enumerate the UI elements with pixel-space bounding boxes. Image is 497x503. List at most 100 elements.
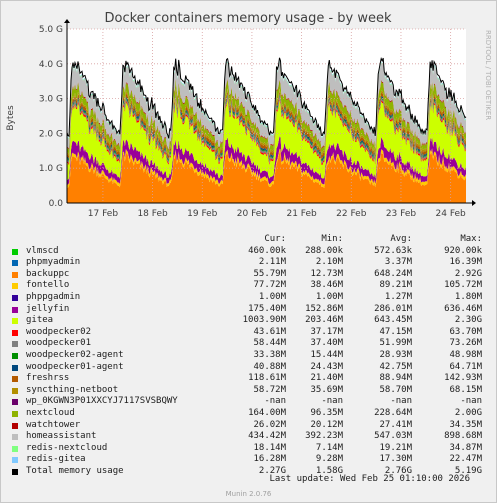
x-tick-label: 23 Feb: [386, 209, 417, 219]
area-backuppc: [67, 151, 466, 203]
legend-min: 37.40M: [310, 338, 343, 349]
x-axis-arrow: [472, 200, 476, 206]
legend-series-name: redis-gitea: [26, 454, 86, 465]
total-line: [66, 57, 467, 139]
legend-cur: 16.28M: [253, 454, 286, 465]
legend-max: 2.00G: [454, 407, 482, 418]
legend-series-name: syncthing-netboot: [26, 384, 119, 395]
gridlines: [67, 28, 466, 203]
legend-series-name: jellyfin: [26, 303, 70, 314]
legend-avg: 228.64M: [374, 407, 412, 418]
legend-swatch: [12, 434, 18, 441]
axes: [64, 19, 476, 206]
legend-series-name: backuppc: [26, 268, 70, 279]
legend-avg: 89.21M: [379, 280, 412, 291]
last-update: Last update: Wed Feb 25 01:10:00 2026: [269, 474, 470, 484]
legend-min: 24.43M: [310, 361, 343, 372]
legend-series-name: watchtower: [26, 419, 81, 430]
legend-cur: 175.40M: [248, 303, 286, 314]
legend-row: nextcloud 164.00M 96.35M 228.64M 2.00G: [12, 408, 482, 420]
legend-min: 2.10M: [315, 257, 343, 268]
legend-series-name: fontello: [26, 280, 70, 291]
legend-row: woodpecker01 58.44M 37.40M 51.99M 73.26M: [12, 338, 482, 350]
y-tick-labels: 0.0 1.0 G 2.0 G 3.0 G 4.0 G 5.0 G: [39, 25, 63, 209]
chart-title: Docker containers memory usage - by week: [104, 11, 391, 26]
legend-swatch: [12, 376, 18, 383]
legend-avg: 27.41M: [379, 419, 412, 430]
legend-row: syncthing-netboot 58.72M 35.69M 58.70M 68.15…: [12, 385, 482, 397]
legend-cur: 43.61M: [253, 326, 286, 337]
legend-series-name: vlmscd: [26, 245, 59, 256]
legend-row: phppgadmin 1.00M 1.00M 1.27M 1.80M: [12, 292, 482, 304]
legend-cur: 55.79M: [253, 268, 286, 279]
legend-avg: 17.30M: [379, 454, 412, 465]
legend-series-name: phpmyadmin: [26, 257, 81, 268]
legend-series-name: nextcloud: [26, 407, 75, 418]
legend-max: 22.47M: [449, 454, 482, 465]
legend-avg: 28.93M: [379, 349, 412, 360]
y-tick-label: 2.0 G: [39, 129, 63, 139]
legend-avg: 286.01M: [374, 303, 412, 314]
legend-cur: -nan: [264, 396, 286, 407]
legend-series-name: freshrss: [26, 373, 70, 384]
legend-min: 21.40M: [310, 373, 343, 384]
legend-min: 392.23M: [305, 431, 343, 442]
legend-header: Cur: Min: Avg: Max:: [12, 234, 482, 246]
x-tick-labels: 17 Feb 18 Feb 19 Feb 20 Feb 21 Feb 22 Feb 23 F…: [88, 209, 466, 219]
legend-swatch: [12, 248, 18, 255]
y-tick-label: 4.0 G: [39, 60, 63, 70]
y-tick-label: 5.0 G: [39, 25, 63, 35]
legend-row: vlmscd 460.00k 288.00k 572.63k 920.00k: [12, 246, 482, 258]
x-tick-label: 22 Feb: [336, 209, 367, 219]
legend-avg: -nan: [390, 396, 412, 407]
munin-version: Munin 2.0.76: [225, 490, 272, 498]
legend-row: woodpecker02 43.61M 37.17M 47.15M 63.70M: [12, 327, 482, 339]
legend-avg: 19.21M: [379, 442, 412, 453]
area-nextcloud: [67, 79, 466, 155]
legend-row: gitea 1003.90M 203.46M 643.45M 2.30G: [12, 315, 482, 327]
legend-row: watchtower 26.02M 20.12M 27.41M 34.35M: [12, 420, 482, 432]
legend-series-name: gitea: [26, 315, 54, 326]
legend-swatch: [12, 457, 18, 464]
x-tick-label: 21 Feb: [286, 209, 317, 219]
legend-min: 203.46M: [305, 315, 343, 326]
area-woodpecker01-agent: [67, 93, 466, 161]
legend-cur: 77.72M: [253, 280, 286, 291]
area-watchtower: [67, 78, 466, 151]
col-avg-header: Avg:: [390, 234, 412, 244]
legend-max: 2.92G: [454, 268, 482, 279]
x-tick-label: 24 Feb: [436, 209, 467, 219]
legend-series-name: phppgadmin: [26, 291, 81, 302]
legend-cur: 118.61M: [248, 373, 286, 384]
legend-avg: 47.15M: [379, 326, 412, 337]
legend-row: redis-nextcloud 18.14M 7.14M 19.21M 34.87M: [12, 443, 482, 455]
legend-avg: 648.24M: [374, 268, 412, 279]
legend-series-name: woodpecker01-agent: [26, 361, 124, 372]
legend-series-name: homeassistant: [26, 431, 97, 442]
legend-row: Total memory usage 2.27G 1.58G 2.76G 5.19G: [12, 466, 482, 478]
area-fontello: [67, 148, 466, 188]
y-axis-label: Bytes: [6, 105, 16, 131]
area-gitea: [67, 99, 466, 181]
legend-min: 152.86M: [305, 303, 343, 314]
legend-max: 142.93M: [444, 373, 482, 384]
legend-max: -nan: [460, 396, 482, 407]
legend-series-name: woodpecker02: [26, 326, 92, 337]
legend-row: woodpecker02-agent 33.38M 15.44M 28.93M 48.9…: [12, 350, 482, 362]
legend-max: 34.87M: [449, 442, 482, 453]
col-cur-header: Cur:: [264, 234, 286, 244]
legend-swatch: [12, 271, 18, 278]
x-tick-label: 18 Feb: [137, 209, 168, 219]
legend-max: 105.72M: [444, 280, 482, 291]
legend-swatch: [12, 410, 18, 417]
col-max-header: Max:: [460, 234, 482, 244]
legend-cur: 1003.90M: [242, 315, 286, 326]
legend-cur: 2.11M: [258, 257, 286, 268]
legend-series-name: wp_0KGWN3P01XXCYJ7117SVSBQWY: [26, 396, 178, 407]
x-tick-label: 17 Feb: [88, 209, 119, 219]
legend-min: 12.73M: [310, 268, 343, 279]
rrdtool-side-label: RRDTOOL / TOBI OETIKER: [484, 30, 492, 121]
legend-avg: 51.99M: [379, 338, 412, 349]
legend-row: backuppc 55.79M 12.73M 648.24M 2.92G: [12, 269, 482, 281]
col-min-header: Min:: [321, 234, 343, 244]
